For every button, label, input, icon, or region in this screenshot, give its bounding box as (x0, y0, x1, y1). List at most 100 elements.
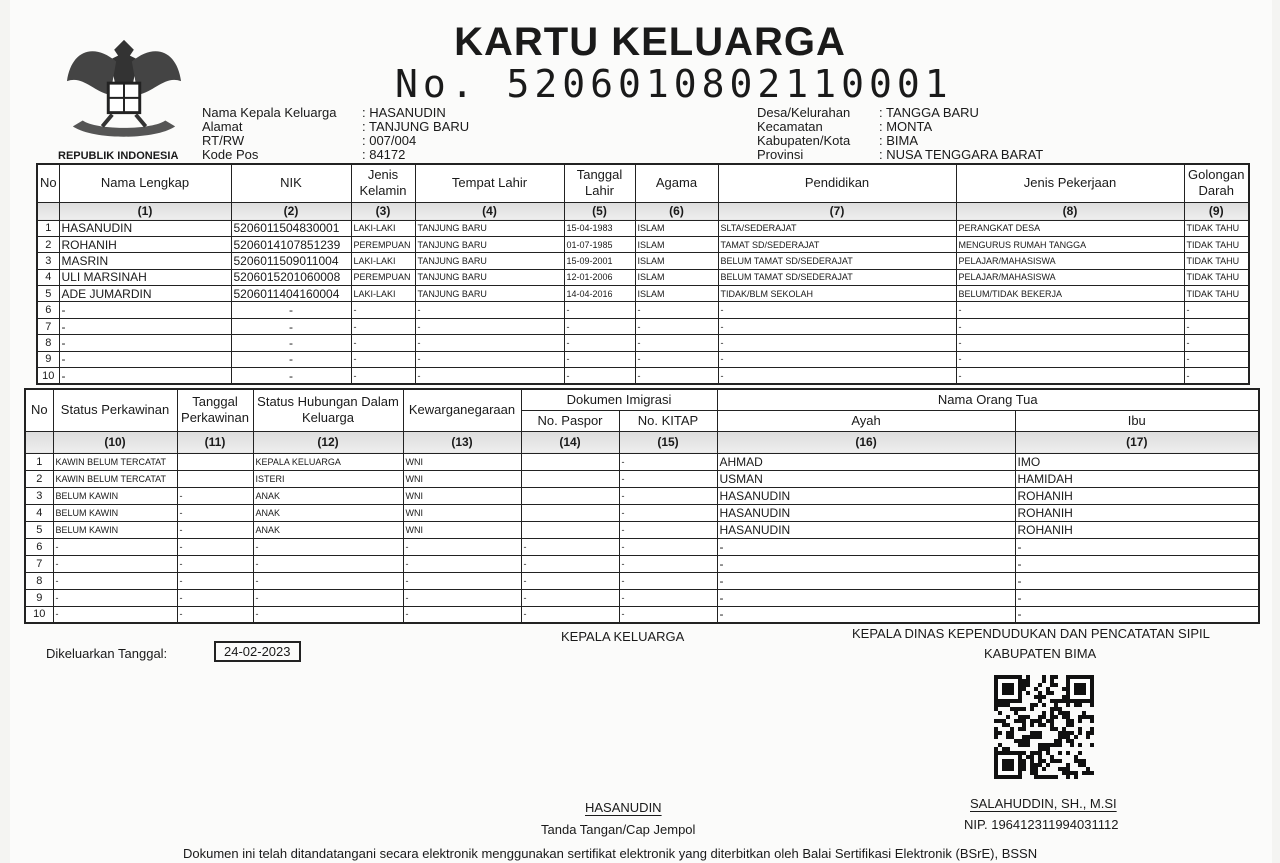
qr-module (1082, 711, 1086, 715)
qr-module (1070, 739, 1074, 743)
qr-module (1078, 719, 1082, 723)
qr-module (1070, 731, 1074, 735)
number-value: 5206010802110001 (506, 62, 953, 106)
info-value: : TANJUNG BARU (362, 119, 470, 134)
table-cell: - (618, 452, 718, 471)
qr-module (1050, 723, 1054, 727)
qr-module (1054, 759, 1058, 763)
table-cell: 5 (36, 285, 60, 303)
table-cell: 7 (24, 554, 54, 573)
col-header: Kewarganegaraan (402, 388, 522, 432)
table-cell: - (58, 317, 232, 336)
table-cell: TIDAK TAHU (1183, 285, 1250, 303)
table-cell: ADE JUMARDIN (58, 285, 232, 303)
table-cell: - (716, 571, 1016, 590)
table-cell: WNI (402, 503, 522, 522)
table-cell: ROHANIH (1014, 520, 1260, 539)
qr-module (1038, 735, 1042, 739)
table-cell: - (252, 571, 404, 590)
column-number: (3) (350, 201, 416, 221)
qr-module (1034, 695, 1038, 699)
table-cell (520, 520, 620, 539)
table-row: 5 ADE JUMARDIN 5206011404160004 LAKI-LAKI TA… (36, 285, 1250, 303)
col-header: Jenis Kelamin (350, 163, 416, 203)
column-number: (15) (618, 430, 718, 454)
official-name: SALAHUDDIN, SH., M.SI (970, 796, 1117, 811)
column-number: (2) (230, 201, 352, 221)
table-cell: KEPALA KELUARGA (252, 452, 404, 471)
table-cell: - (634, 301, 719, 319)
col-header: Ibu (1014, 409, 1260, 432)
qr-module (1046, 775, 1050, 779)
table-cell: - (52, 571, 178, 590)
qr-module (1030, 755, 1034, 759)
qr-module (1002, 719, 1006, 723)
qr-code-icon (994, 675, 1094, 779)
table-cell: TIDAK TAHU (1183, 252, 1250, 270)
table-cell: - (176, 571, 254, 590)
qr-module (994, 731, 998, 735)
table-cell (520, 469, 620, 488)
table-cell: - (634, 367, 719, 385)
table-cell (520, 452, 620, 471)
qr-module (1030, 759, 1034, 763)
qr-module (1010, 727, 1014, 731)
qr-module (1046, 747, 1050, 751)
qr-module (1078, 763, 1082, 767)
table-cell: SLTA/SEDERAJAT (717, 219, 957, 237)
table-cell: TIDAK/BLM SEKOLAH (717, 285, 957, 303)
table-cell: ROHANIH (1014, 486, 1260, 505)
table-cell: 8 (24, 571, 54, 590)
household-info: Nama Kepala Keluarga: HASANUDIN Alamat: … (202, 106, 469, 162)
table-cell: ISLAM (634, 219, 719, 237)
qr-module (1026, 715, 1030, 719)
col-header: Nama Orang Tua (716, 388, 1260, 411)
qr-module (1038, 691, 1042, 695)
table-cell: - (520, 571, 620, 590)
qr-module (1070, 771, 1074, 775)
col-header: Tempat Lahir (414, 163, 565, 203)
qr-module (1054, 739, 1058, 743)
column-number (36, 201, 60, 221)
table-cell: AHMAD (716, 452, 1016, 471)
qr-module (1074, 703, 1078, 707)
table-row: 5 BELUM KAWIN - ANAK WNI - HASANUDIN ROHANIH (24, 520, 1260, 539)
qr-module (1022, 719, 1026, 723)
qr-module (1058, 739, 1062, 743)
table-row: 1 KAWIN BELUM TERCATAT KEPALA KELUARGA WNI -… (24, 452, 1260, 471)
qr-module (1006, 723, 1010, 727)
qr-module (1026, 739, 1030, 743)
table-cell: PELAJAR/MAHASISWA (955, 252, 1185, 270)
number-prefix: No. (395, 62, 479, 106)
table-cell: - (1183, 367, 1250, 385)
table-cell: ISLAM (634, 268, 719, 287)
qr-module (1066, 703, 1070, 707)
table-cell: - (350, 334, 416, 352)
qr-module (1042, 767, 1046, 771)
qr-module (1042, 679, 1046, 683)
table-cell: 6 (24, 537, 54, 556)
table-cell: - (1014, 588, 1260, 607)
table-cell: ULI MARSINAH (58, 268, 232, 287)
qr-module (1078, 703, 1082, 707)
qr-module (1066, 711, 1070, 715)
qr-module (1042, 703, 1046, 707)
qr-module (1026, 675, 1030, 679)
table-cell: - (176, 537, 254, 556)
garuda-emblem-icon (62, 32, 186, 150)
table-cell: - (350, 350, 416, 369)
qr-module (1018, 707, 1022, 711)
table-cell: ISTERI (252, 469, 404, 488)
qr-module (1042, 675, 1046, 679)
qr-module (1050, 759, 1054, 763)
table-cell: - (618, 605, 718, 624)
qr-module (1046, 719, 1050, 723)
qr-module (1034, 687, 1038, 691)
qr-module (1074, 771, 1078, 775)
qr-module (1066, 751, 1070, 755)
table-cell: - (717, 367, 957, 385)
qr-module (1058, 767, 1062, 771)
table-cell: - (716, 554, 1016, 573)
qr-module (1090, 703, 1094, 707)
col-header: Tanggal Lahir (563, 163, 636, 203)
